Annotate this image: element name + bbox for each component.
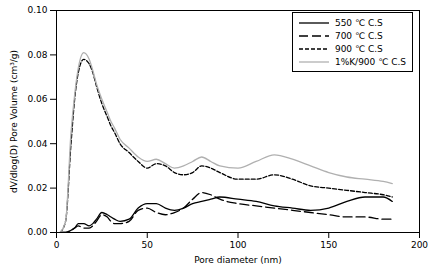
svg-text:0.06: 0.06 [27, 94, 47, 104]
svg-text:0.00: 0.00 [27, 227, 47, 237]
svg-text:100: 100 [229, 240, 246, 250]
svg-text:dV/dlog(D) Pore Volume (cm³/g): dV/dlog(D) Pore Volume (cm³/g) [9, 50, 19, 193]
svg-text:0.04: 0.04 [27, 139, 47, 149]
svg-text:0.02: 0.02 [27, 183, 47, 193]
svg-text:Pore diameter (nm): Pore diameter (nm) [194, 255, 282, 265]
html-text:900 ℃ C.S: 900 ℃ C.S [334, 43, 383, 54]
svg-text:50: 50 [142, 240, 154, 250]
html-text:1%K/900 ℃ C.S: 1%K/900 ℃ C.S [334, 56, 406, 67]
svg-text:0.08: 0.08 [27, 50, 47, 60]
html-text:700 ℃ C.S: 700 ℃ C.S [334, 30, 383, 41]
svg-text:0.10: 0.10 [27, 5, 47, 15]
svg-text:0: 0 [54, 240, 60, 250]
svg-text:200: 200 [411, 240, 428, 250]
svg-text:150: 150 [320, 240, 337, 250]
html-text:550 ℃ C.S: 550 ℃ C.S [334, 17, 383, 28]
